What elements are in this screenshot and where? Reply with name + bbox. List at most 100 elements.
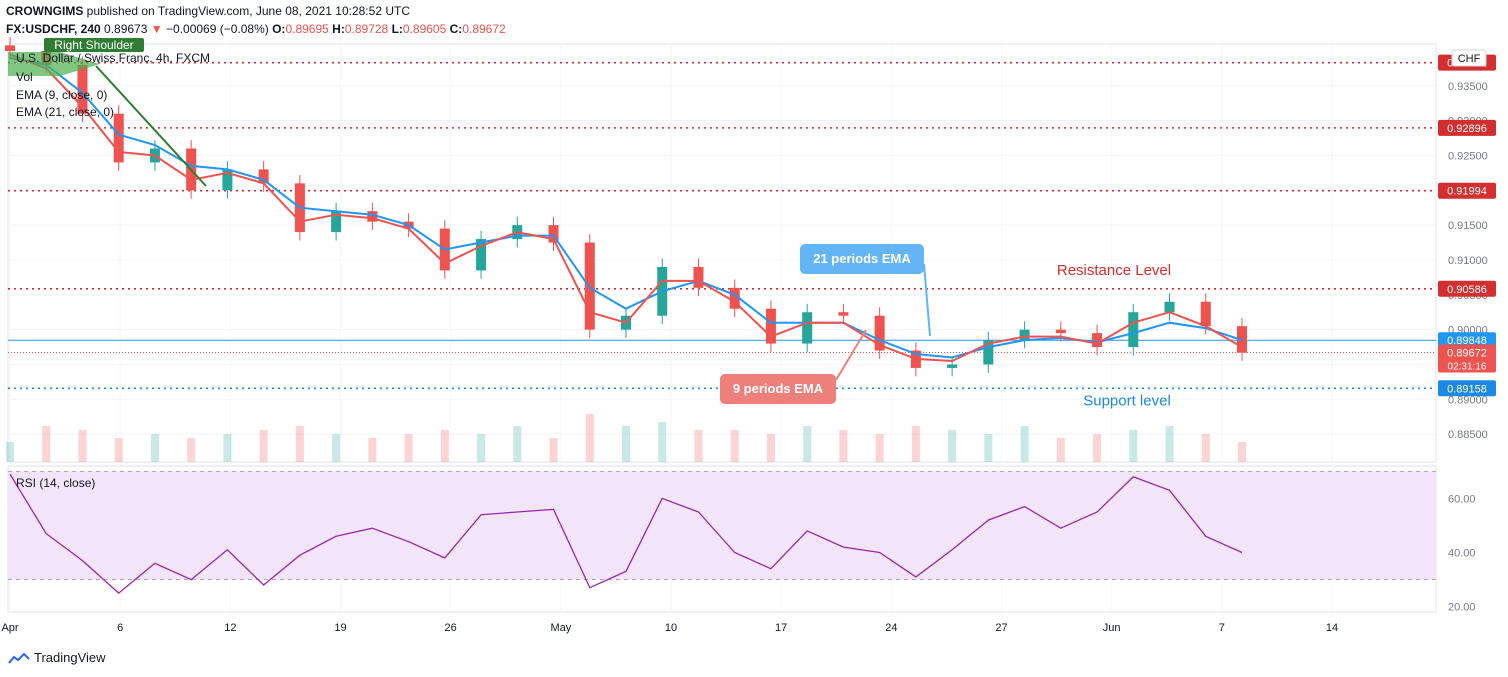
volume-bar bbox=[984, 434, 993, 462]
level-price-tag bbox=[1438, 280, 1496, 297]
volume-bar bbox=[477, 434, 486, 462]
last-price-tag bbox=[1438, 344, 1496, 373]
publish-details: published on TradingView.com, June 08, 2… bbox=[83, 4, 410, 18]
level-price-tag bbox=[1438, 182, 1496, 199]
legend-title: U.S. Dollar / Swiss Franc, 4h, FXCM bbox=[16, 51, 210, 65]
brand-label: TradingView bbox=[34, 650, 106, 665]
volume-bar bbox=[1129, 430, 1138, 462]
price-pane bbox=[7, 43, 1437, 463]
symbol-name: FX:USDCHF, 240 bbox=[6, 22, 101, 36]
close-value: 0.89672 bbox=[462, 22, 506, 36]
volume-bar bbox=[1056, 438, 1065, 462]
volume-bar bbox=[42, 426, 51, 462]
ema21-callout-label: 21 periods EMA bbox=[813, 251, 911, 266]
level-price-label: 0.92896 bbox=[1447, 123, 1487, 135]
rsi-tick-label: 20.00 bbox=[1448, 602, 1476, 614]
ema9-callout-pointer bbox=[835, 329, 867, 381]
price-tick-label: 0.93500 bbox=[1448, 81, 1488, 93]
price-tag-label: 0.89672 bbox=[1447, 347, 1487, 359]
currency-badge-label: CHF bbox=[1458, 53, 1481, 65]
volume-bar bbox=[440, 430, 449, 462]
volume-bar bbox=[694, 430, 703, 462]
time-tick-label: Apr bbox=[1, 622, 18, 634]
publisher-name: CROWNGIMS bbox=[6, 4, 84, 18]
bar-countdown: 02:31:16 bbox=[1448, 361, 1487, 372]
shoulder-pattern-shape bbox=[8, 52, 100, 76]
support-level-label: Support level bbox=[1083, 392, 1171, 409]
time-tick-label: 24 bbox=[885, 622, 897, 634]
volume-bar bbox=[150, 434, 159, 462]
rsi-legend: RSI (14, close) bbox=[16, 476, 95, 490]
time-tick-label: 17 bbox=[775, 622, 787, 634]
volume-bar bbox=[585, 414, 594, 462]
volume-bar bbox=[948, 430, 957, 462]
ema21-callout-pointer bbox=[923, 263, 931, 337]
legend-ema21: EMA (21, close, 0) bbox=[16, 105, 114, 119]
rsi-line bbox=[9, 473, 1243, 594]
candle-body bbox=[729, 287, 740, 309]
candle-body bbox=[77, 64, 88, 114]
time-tick-label: 19 bbox=[334, 622, 346, 634]
volume-bar bbox=[549, 438, 558, 462]
price-change: −0.00069 (−0.08%) bbox=[166, 22, 269, 36]
candle-body bbox=[983, 340, 994, 365]
candle-body bbox=[331, 211, 342, 233]
volume-bar bbox=[1093, 434, 1102, 462]
change-arrow-icon: ▼ bbox=[150, 22, 163, 36]
symbol-info: FX:USDCHF, 240 0.89673 ▼ −0.00069 (−0.08… bbox=[6, 22, 506, 36]
candle-body bbox=[1200, 301, 1211, 327]
time-tick-label: May bbox=[550, 622, 571, 634]
volume-bar bbox=[1238, 442, 1246, 462]
rsi-tick-label: 40.00 bbox=[1448, 548, 1476, 560]
ema9-callout-label: 9 periods EMA bbox=[733, 381, 824, 396]
low-value: 0.89605 bbox=[402, 22, 447, 36]
volume-bar bbox=[332, 434, 341, 462]
candle-body bbox=[367, 211, 378, 222]
volume-bar bbox=[187, 438, 196, 462]
candle-body bbox=[1019, 329, 1030, 341]
tradingview-logo-icon bbox=[8, 652, 30, 664]
low-label: L: bbox=[391, 22, 403, 36]
price-tick-label: 0.92500 bbox=[1448, 150, 1488, 162]
time-tick-label: 7 bbox=[1219, 622, 1225, 634]
candle-body bbox=[1164, 301, 1175, 313]
close-label: C: bbox=[449, 22, 463, 36]
open-label: O: bbox=[272, 22, 286, 36]
legend-ema9: EMA (9, close, 0) bbox=[16, 88, 107, 102]
volume-bar bbox=[513, 426, 522, 462]
candle-body bbox=[548, 225, 559, 243]
price-tick-label: 0.91500 bbox=[1448, 220, 1488, 232]
volume-bar bbox=[295, 426, 304, 462]
volume-bar bbox=[1020, 426, 1029, 462]
candle-body bbox=[476, 239, 487, 271]
pattern-label-box bbox=[44, 38, 144, 52]
candle-body bbox=[874, 315, 885, 351]
open-value: 0.89695 bbox=[285, 22, 329, 36]
price-tick-label: 0.91000 bbox=[1448, 255, 1488, 267]
candle-body bbox=[258, 169, 269, 184]
volume-bar bbox=[1201, 434, 1210, 462]
price-tag-label: 0.89848 bbox=[1447, 335, 1487, 347]
ema21-line bbox=[9, 56, 1243, 359]
rsi-band bbox=[8, 471, 1436, 580]
time-tick-label: 12 bbox=[224, 622, 236, 634]
high-label: H: bbox=[332, 22, 345, 36]
tradingview-brand[interactable]: TradingView bbox=[8, 650, 106, 665]
ema9-callout-box bbox=[720, 374, 836, 404]
candle-body bbox=[222, 169, 233, 191]
level-price-label: 0.89158 bbox=[1447, 383, 1487, 395]
volume-bar bbox=[6, 442, 14, 462]
time-tick-label: 6 bbox=[117, 622, 123, 634]
volume-bar bbox=[803, 426, 812, 462]
candle-body bbox=[1128, 312, 1139, 348]
publish-info: CROWNGIMS published on TradingView.com, … bbox=[6, 4, 410, 18]
high-value: 0.89728 bbox=[344, 22, 389, 36]
volume-bar bbox=[404, 434, 413, 462]
candle-body bbox=[947, 364, 958, 368]
candle-body bbox=[1092, 333, 1103, 348]
time-tick-label: 27 bbox=[995, 622, 1007, 634]
volume-bar bbox=[78, 430, 87, 462]
legend-vol: Vol bbox=[16, 70, 33, 84]
currency-badge bbox=[1451, 49, 1487, 67]
